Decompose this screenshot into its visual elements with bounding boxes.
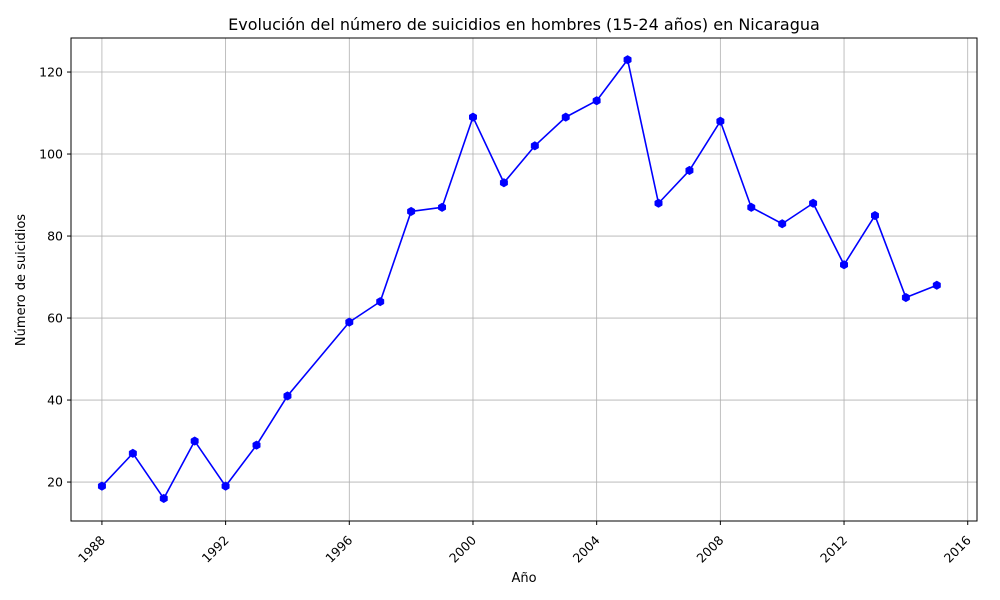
- data-point: [128, 448, 137, 458]
- data-point: [592, 96, 601, 106]
- data-point: [623, 55, 632, 65]
- data-point: [685, 165, 694, 176]
- y-tick-label: 100: [39, 147, 63, 162]
- data-point: [469, 112, 477, 122]
- y-axis-ticks: 20 40 60 80 100 120: [39, 65, 71, 490]
- y-tick-label: 80: [47, 229, 63, 244]
- data-point: [252, 440, 261, 450]
- data-point: [809, 198, 818, 208]
- y-tick-label: 60: [47, 311, 63, 326]
- data-point: [870, 210, 879, 221]
- data-point: [407, 206, 416, 217]
- data-point: [376, 297, 385, 307]
- data-series: [97, 55, 941, 504]
- data-point: [438, 202, 447, 212]
- data-point: [345, 317, 354, 327]
- x-axis-label: Año: [511, 571, 536, 586]
- data-point: [97, 481, 106, 491]
- data-point: [747, 202, 756, 212]
- data-point: [716, 116, 725, 126]
- data-point: [561, 112, 570, 122]
- data-point: [901, 292, 910, 303]
- plot-frame: [70, 37, 978, 522]
- data-point: [159, 493, 168, 504]
- data-point: [530, 141, 539, 151]
- y-tick-label: 40: [47, 393, 63, 408]
- y-tick-label: 20: [47, 475, 63, 490]
- y-axis-label: Número de suicidios: [14, 214, 29, 346]
- data-point: [840, 260, 849, 270]
- data-point: [499, 178, 508, 188]
- data-point: [190, 436, 199, 446]
- data-point: [932, 280, 941, 290]
- data-point: [283, 391, 292, 401]
- data-point: [221, 481, 230, 491]
- data-point: [654, 198, 663, 208]
- chart-title: Evolución del número de suicidios en hom…: [228, 15, 820, 34]
- data-point: [778, 219, 787, 229]
- y-tick-label: 120: [39, 65, 63, 80]
